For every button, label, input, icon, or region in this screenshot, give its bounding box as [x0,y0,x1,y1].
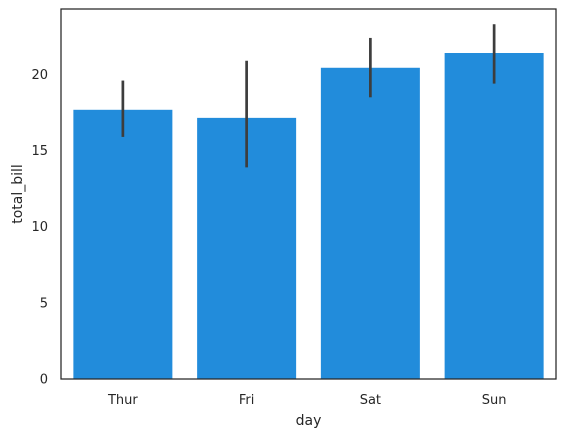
y-tick-label: 20 [31,68,48,83]
y-tick-label: 0 [40,373,48,388]
bar-sun [444,53,544,379]
x-tick-label: Sun [482,393,507,408]
plot-frame [60,8,557,380]
x-tick-label: Thur [107,393,138,408]
bars-group [73,53,544,380]
y-axis-label: total_bill [10,164,26,224]
bar-thur [73,109,173,380]
y-tick-label: 10 [31,220,48,235]
errorbars-group [121,24,496,168]
x-tick-label: Sat [360,393,381,408]
y-tick-label: 15 [31,144,48,159]
x-axis-label: day [296,413,322,429]
y-axis-ticks: 0 5 10 15 20 [31,68,48,388]
x-tick-label: Fri [239,393,255,408]
y-tick-label: 5 [40,296,48,311]
x-axis-ticks: Thur Fri Sat Sun [107,393,507,408]
bar-sat [320,67,420,380]
